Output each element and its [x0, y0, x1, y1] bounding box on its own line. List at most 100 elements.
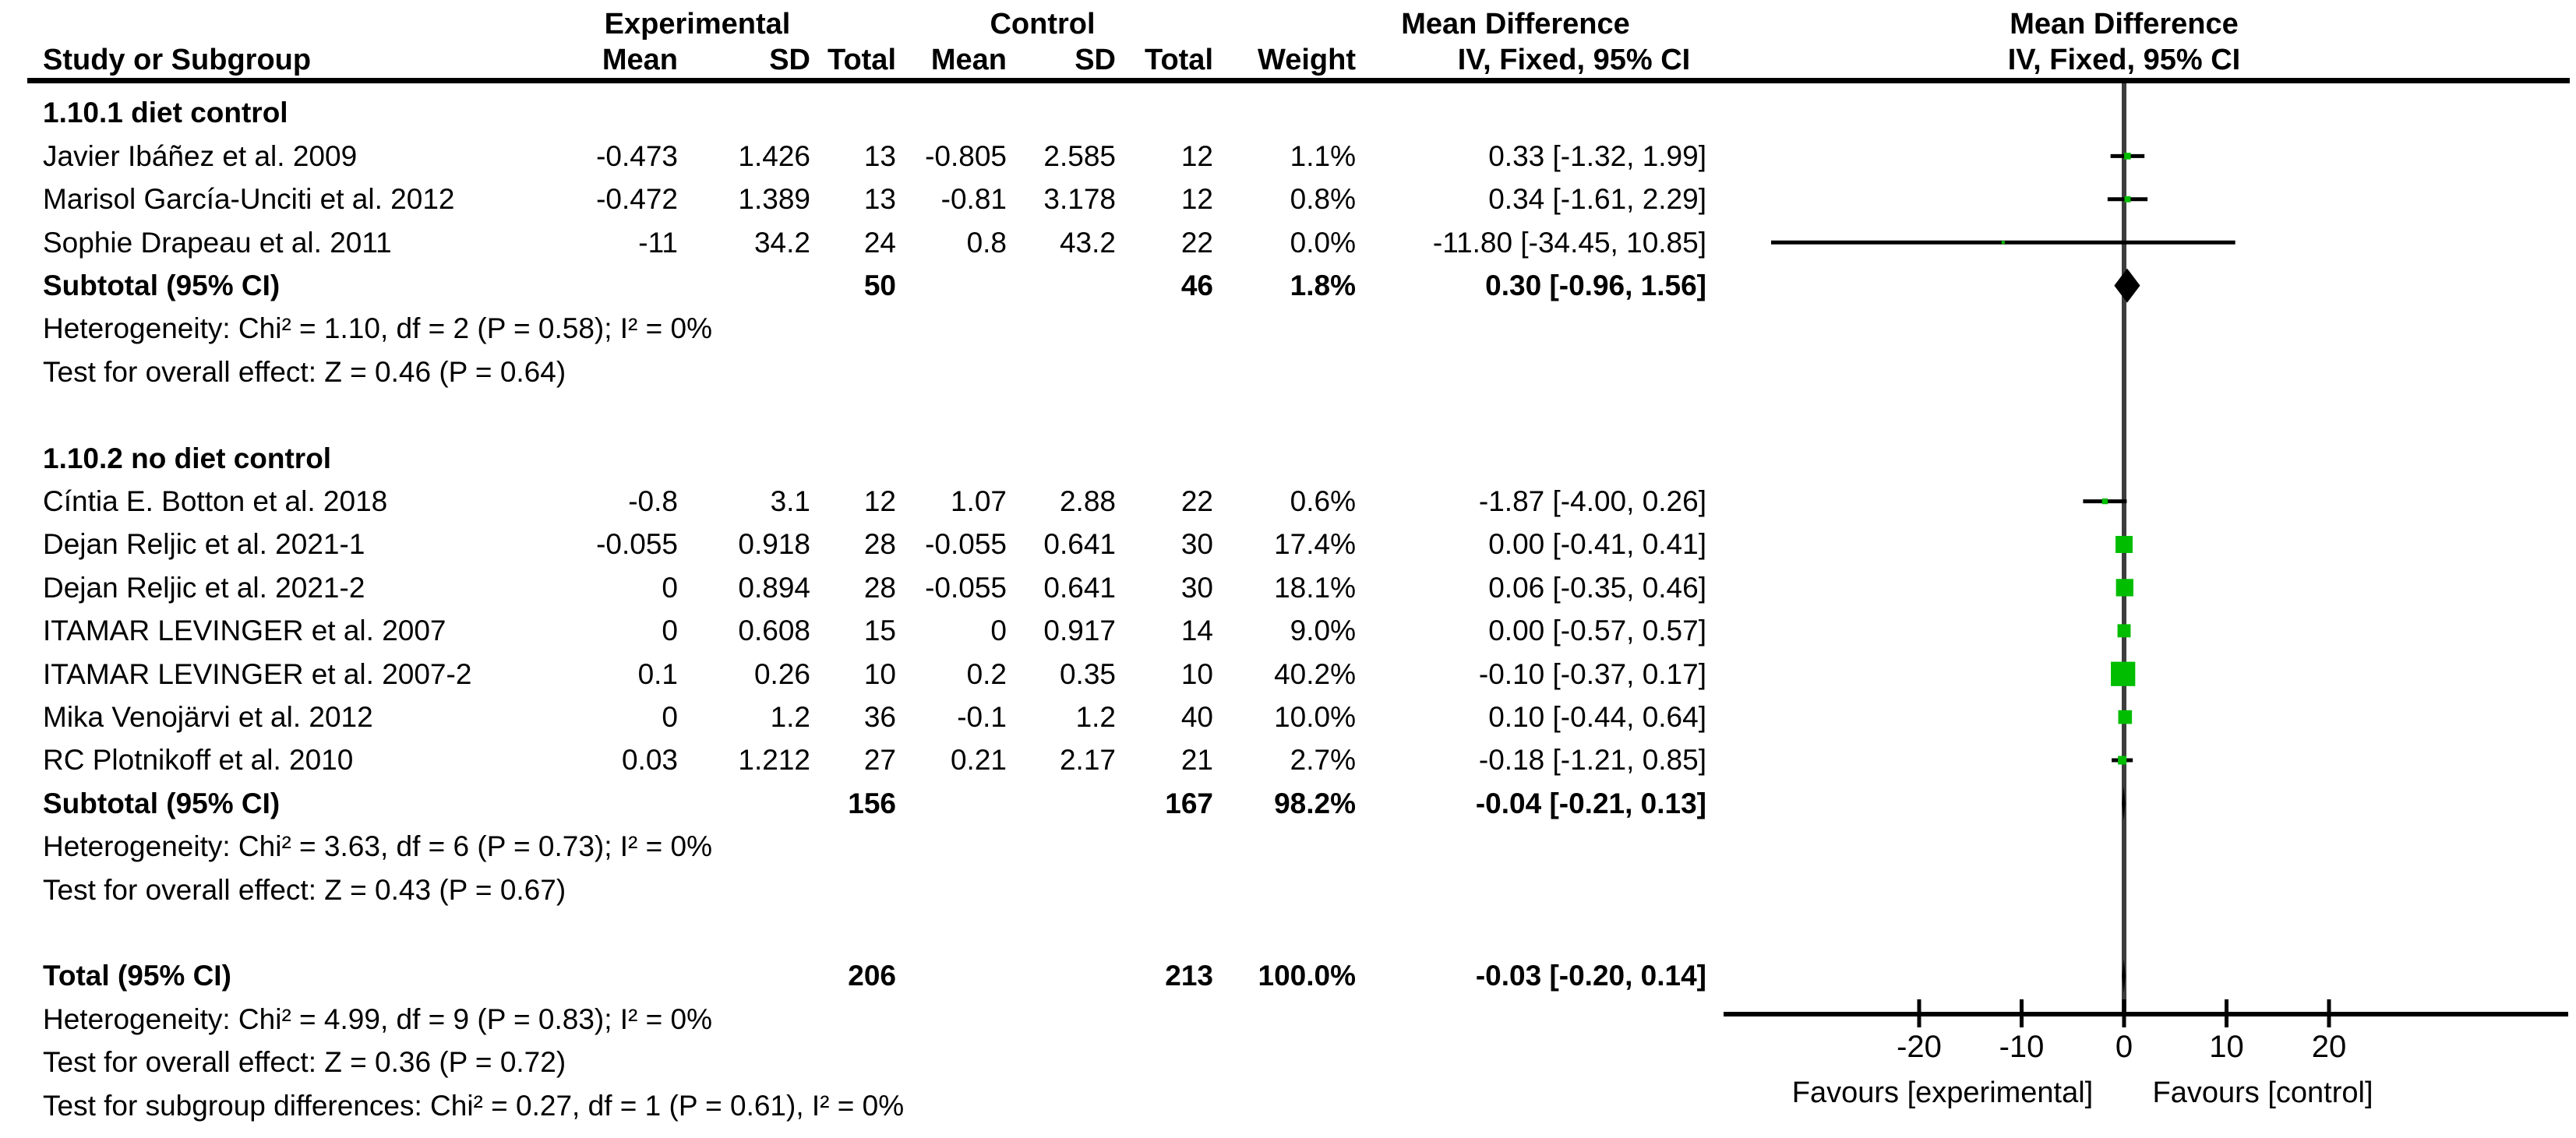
weight-value: 40.2% — [1274, 657, 1356, 690]
exp-total: 15 — [863, 615, 896, 647]
exp-mean: 0 — [662, 615, 678, 647]
exp-total: 36 — [863, 700, 896, 733]
ctrl-total: 213 — [1165, 960, 1213, 992]
exp-mean: 0.1 — [637, 657, 678, 690]
exp-total: 28 — [863, 528, 896, 561]
pooled-diamond — [2122, 959, 2126, 993]
ctrl-mean: 0 — [990, 615, 1007, 647]
axis-tick-label: 20 — [2311, 1030, 2347, 1064]
table-row-subtotal: Subtotal (95% CI) 156 167 98.2% -0.04 [-0.21… — [0, 782, 1761, 826]
table-row-note: Test for overall effect: Z = 0.43 (P = 0… — [0, 868, 1761, 912]
table-row-study: Mika Venojärvi et al. 2012 0 1.2 36 -0.1 1.2 4… — [0, 696, 1761, 739]
table-row-study: RC Plotnikoff et al. 2010 0.03 1.212 27 0.21… — [0, 738, 1761, 782]
table-row-section: 1.10.1 diet control — [0, 91, 1761, 135]
exp-total: 50 — [863, 269, 896, 301]
effect-marker — [2124, 196, 2131, 203]
exp-sd-header: SD — [769, 44, 810, 76]
exp-total: 27 — [863, 744, 896, 777]
effect-marker — [2101, 498, 2108, 505]
ctrl-sd: 1.2 — [1075, 700, 1116, 733]
exp-mean: -11 — [638, 226, 678, 259]
weight-value: 0.0% — [1290, 226, 1356, 259]
exp-sd: 0.894 — [738, 571, 810, 604]
study-name: Dejan Reljic et al. 2021-2 — [43, 571, 365, 604]
effect-header-left: Mean Difference — [1401, 8, 1630, 41]
ctrl-sd: 0.641 — [1043, 571, 1116, 604]
ctrl-mean: -0.81 — [940, 183, 1007, 216]
weight-value: 1.8% — [1290, 269, 1356, 301]
exp-sd: 1.389 — [738, 183, 810, 216]
ctrl-mean: -0.055 — [925, 571, 1007, 604]
exp-mean: 0 — [662, 571, 678, 604]
exp-total: 13 — [863, 139, 896, 172]
exp-group-header: Experimental — [604, 8, 791, 41]
table-row-study: Dejan Reljic et al. 2021-1 -0.055 0.918 28-… — [0, 523, 1761, 566]
table-row-total: Total (95% CI) 206 213 100.0% -0.03 [-0.20, … — [0, 954, 1761, 998]
exp-total: 156 — [848, 787, 896, 819]
effect-marker — [2115, 536, 2133, 553]
study-name: Mika Venojärvi et al. 2012 — [43, 700, 373, 733]
exp-sd: 1.212 — [738, 744, 810, 777]
stats-note: Test for subgroup differences: Chi² = 0.… — [43, 1089, 905, 1122]
table-row-study: Cíntia E. Botton et al. 2018 -0.8 3.1 12 1.0… — [0, 480, 1761, 523]
table-row-note: Test for overall effect: Z = 0.36 (P = 0… — [0, 1041, 1761, 1084]
effect-marker — [2115, 579, 2133, 597]
ctrl-sd: 2.17 — [1059, 744, 1116, 777]
exp-sd: 3.1 — [770, 484, 810, 517]
weight-value: 10.0% — [1274, 700, 1356, 733]
effect-ci-text: 0.00 [-0.57, 0.57] — [1488, 615, 1706, 647]
effect-ci-text: -0.03 [-0.20, 0.14] — [1475, 960, 1706, 992]
weight-value: 1.1% — [1290, 139, 1356, 172]
ctrl-sd: 2.88 — [1059, 484, 1116, 517]
table-row-subtotal: Subtotal (95% CI) 50 46 1.8% 0.30 [-0.96, 1.… — [0, 264, 1761, 308]
weight-value: 98.2% — [1274, 787, 1356, 819]
effect-ci-text: 0.06 [-0.35, 0.46] — [1488, 571, 1706, 604]
weight-value: 9.0% — [1290, 615, 1356, 647]
effect-ci-text: 0.10 [-0.44, 0.64] — [1488, 700, 1706, 733]
effect-ci-text: -0.04 [-0.21, 0.13] — [1475, 787, 1706, 819]
effect-ci-text: -11.80 [-34.45, 10.85] — [1432, 226, 1706, 259]
exp-sd: 0.608 — [738, 615, 810, 647]
table-row-note: Heterogeneity: Chi² = 3.63, df = 6 (P = … — [0, 825, 1761, 868]
ctrl-total: 10 — [1180, 657, 1213, 690]
weight-column-header: Weight — [1258, 44, 1356, 76]
ctrl-mean: 1.07 — [950, 484, 1007, 517]
ctrl-sd: 0.641 — [1043, 528, 1116, 561]
ctrl-group-header: Control — [990, 8, 1096, 41]
study-name: RC Plotnikoff et al. 2010 — [43, 744, 354, 777]
exp-total: 12 — [863, 484, 896, 517]
study-name: Cíntia E. Botton et al. 2018 — [43, 484, 388, 517]
axis-tick-label: 10 — [2209, 1030, 2244, 1064]
ctrl-total: 167 — [1165, 787, 1213, 819]
ctrl-total: 40 — [1180, 700, 1213, 733]
weight-value: 18.1% — [1274, 571, 1356, 604]
study-name: Subtotal (95% CI) — [43, 269, 281, 301]
ctrl-total: 22 — [1180, 484, 1213, 517]
ctrl-mean: 0.8 — [966, 226, 1007, 259]
table-row-study: Dejan Reljic et al. 2021-2 0 0.894 28 -0.055… — [0, 566, 1761, 610]
exp-total: 13 — [863, 183, 896, 216]
stats-note: Test for overall effect: Z = 0.46 (P = 0… — [43, 355, 566, 388]
exp-mean: -0.8 — [628, 484, 678, 517]
ctrl-total: 21 — [1180, 744, 1213, 777]
model-header-left: IV, Fixed, 95% CI — [1457, 44, 1691, 76]
ctrl-total-header: Total — [1145, 44, 1213, 76]
subgroup-title: 1.10.2 no diet control — [43, 442, 332, 474]
ctrl-total: 12 — [1180, 139, 1213, 172]
effect-marker — [2118, 756, 2127, 765]
ctrl-mean-header: Mean — [930, 44, 1007, 76]
ctrl-mean: 0.2 — [966, 657, 1007, 690]
table-row-study: Javier Ibáñez et al. 2009 -0.473 1.426 13 -0… — [0, 135, 1761, 178]
exp-mean: -0.055 — [596, 528, 678, 561]
effect-marker — [2001, 241, 2005, 245]
table-row-study: Marisol García-Unciti et al. 2012 -0.472 1… — [0, 178, 1761, 221]
exp-mean: -0.473 — [596, 139, 678, 172]
stats-note: Heterogeneity: Chi² = 1.10, df = 2 (P = … — [43, 312, 713, 345]
exp-sd: 1.426 — [738, 139, 810, 172]
ctrl-mean: -0.805 — [925, 139, 1007, 172]
effect-ci-text: -0.18 [-1.21, 0.85] — [1478, 744, 1706, 777]
study-name: Javier Ibáñez et al. 2009 — [43, 139, 358, 172]
ctrl-total: 30 — [1180, 571, 1213, 604]
effect-header-right: Mean Difference — [2010, 8, 2239, 41]
ctrl-mean: 0.21 — [950, 744, 1007, 777]
